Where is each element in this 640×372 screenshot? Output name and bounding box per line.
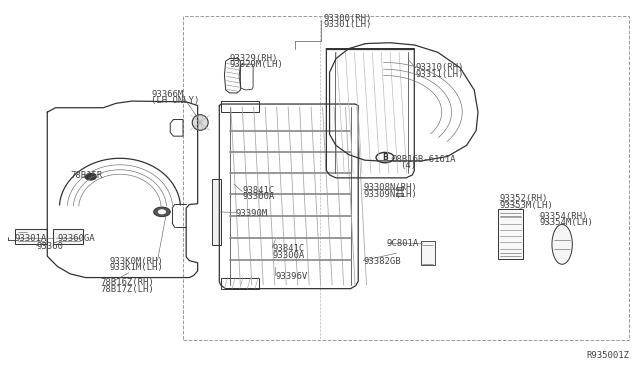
- Text: 93310(RH): 93310(RH): [415, 63, 464, 72]
- Text: 93841C: 93841C: [272, 244, 305, 253]
- Text: 93300A: 93300A: [243, 192, 275, 201]
- Text: 93329M(LH): 93329M(LH): [230, 60, 284, 70]
- Text: 93360: 93360: [36, 243, 63, 251]
- Ellipse shape: [552, 224, 572, 264]
- Text: 93329(RH): 93329(RH): [230, 54, 278, 63]
- Circle shape: [154, 207, 170, 217]
- Text: 93309N(LH): 93309N(LH): [364, 190, 417, 199]
- Bar: [396, 187, 403, 190]
- Text: 93311(LH): 93311(LH): [415, 70, 464, 78]
- Text: 93300A: 93300A: [272, 251, 305, 260]
- Text: 93360GA: 93360GA: [58, 234, 95, 243]
- Text: 93841C: 93841C: [243, 186, 275, 195]
- Text: 93352(RH): 93352(RH): [500, 195, 548, 203]
- Ellipse shape: [192, 115, 208, 130]
- Text: 933K1M(LH): 933K1M(LH): [109, 263, 163, 272]
- Bar: [221, 278, 259, 289]
- Text: 93366M: 93366M: [151, 90, 184, 99]
- Text: 93354M(LH): 93354M(LH): [540, 218, 593, 227]
- Text: (4): (4): [399, 161, 416, 170]
- Bar: [183, 16, 629, 340]
- Bar: [396, 193, 403, 196]
- Text: (LH ONLY): (LH ONLY): [151, 96, 200, 105]
- Text: 93390M: 93390M: [236, 209, 268, 218]
- Bar: [499, 209, 523, 259]
- Text: 93301(LH): 93301(LH): [323, 20, 372, 29]
- FancyBboxPatch shape: [15, 229, 47, 244]
- Text: 78B17Z(LH): 78B17Z(LH): [100, 285, 154, 294]
- Text: 93308N(RH): 93308N(RH): [364, 183, 417, 192]
- Text: B: B: [382, 153, 388, 162]
- Text: 9C801A: 9C801A: [387, 240, 419, 248]
- Circle shape: [376, 153, 394, 163]
- Text: 93301A: 93301A: [14, 234, 46, 243]
- Bar: [212, 179, 221, 245]
- FancyBboxPatch shape: [53, 229, 83, 244]
- Text: R935001Z: R935001Z: [586, 351, 629, 360]
- Text: 933K0M(RH): 933K0M(RH): [109, 257, 163, 266]
- Circle shape: [85, 173, 97, 180]
- Text: 78B16Z(RH): 78B16Z(RH): [100, 278, 154, 287]
- Text: 78B15R: 78B15R: [70, 171, 102, 180]
- Bar: [420, 241, 435, 265]
- Circle shape: [158, 210, 166, 214]
- Text: 93382GB: 93382GB: [364, 257, 401, 266]
- Bar: [221, 101, 259, 112]
- Text: 93300(RH): 93300(RH): [323, 13, 372, 22]
- Text: 93353M(LH): 93353M(LH): [500, 201, 554, 210]
- Text: 93396V: 93396V: [275, 272, 308, 281]
- Text: 93354(RH): 93354(RH): [540, 212, 588, 221]
- Text: 08B16B-6161A: 08B16B-6161A: [392, 155, 456, 164]
